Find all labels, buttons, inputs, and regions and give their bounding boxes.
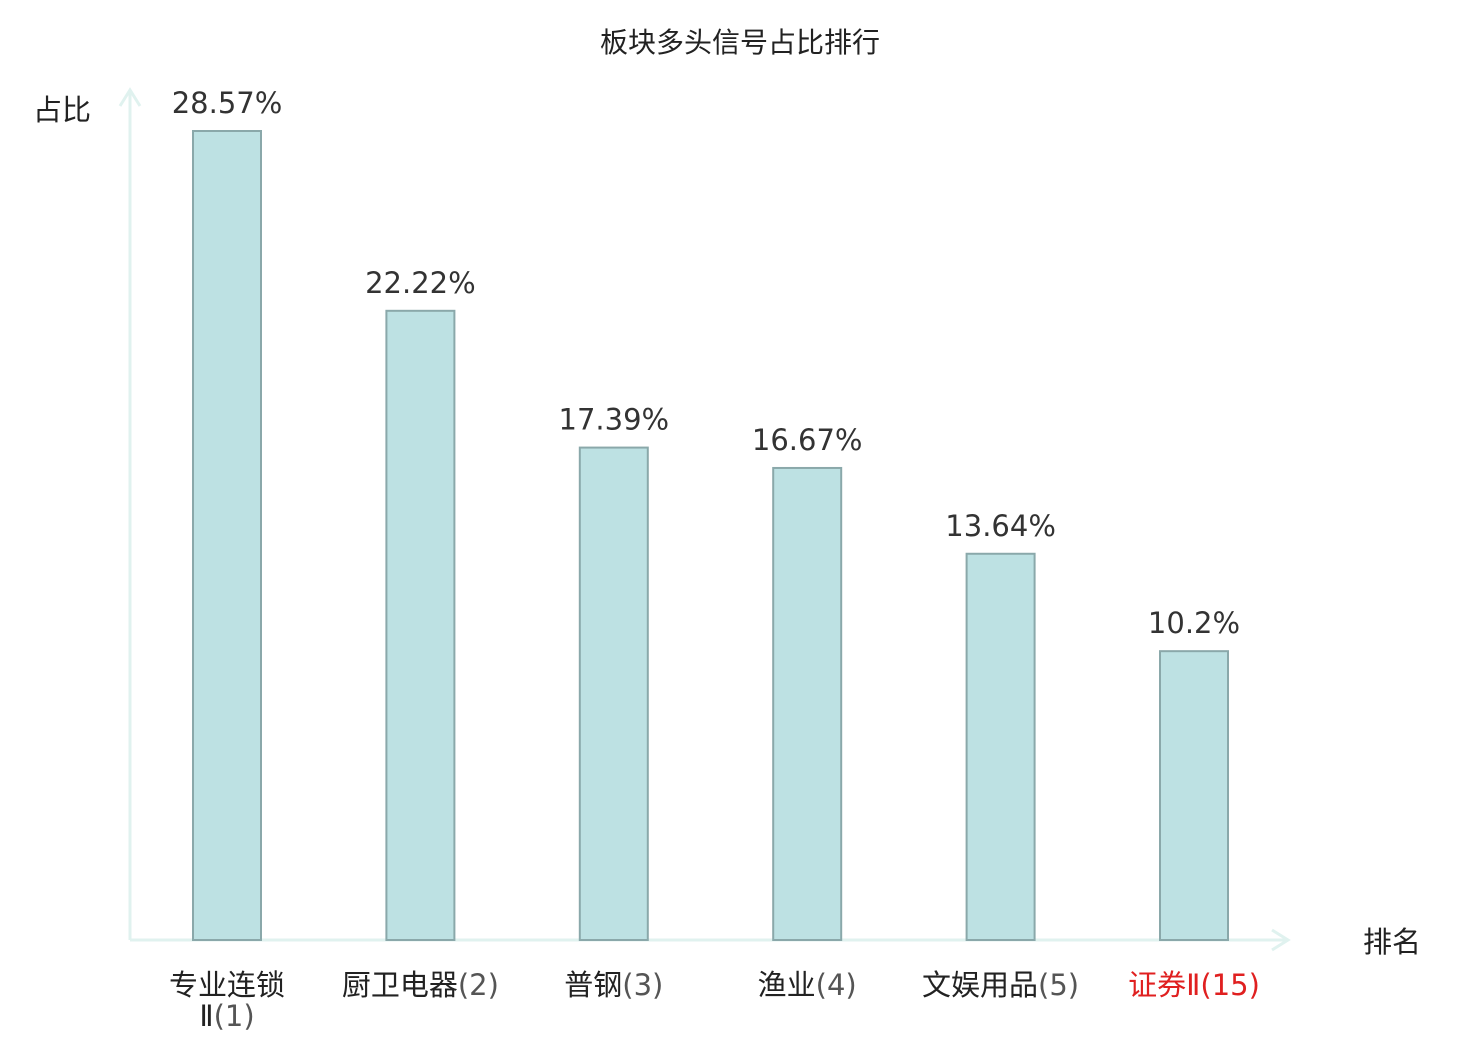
bar bbox=[772, 466, 843, 941]
chart-title: 板块多头信号占比排行 bbox=[600, 26, 880, 59]
data-label: 17.39% bbox=[559, 403, 670, 437]
bar bbox=[1159, 650, 1229, 941]
x-tick-label: 渔业(4) bbox=[758, 968, 857, 1002]
x-tick-label: 厨卫电器(2) bbox=[342, 968, 499, 1002]
x-tick-label: 文娱用品(5) bbox=[922, 968, 1079, 1002]
y-axis-label: 占比 bbox=[33, 93, 91, 127]
data-label: 13.64% bbox=[945, 509, 1056, 543]
bar bbox=[192, 130, 262, 941]
data-label: 16.67% bbox=[752, 423, 863, 457]
bar bbox=[385, 309, 456, 941]
data-label: 10.2% bbox=[1148, 606, 1240, 640]
bars-group bbox=[192, 130, 1229, 941]
x-tick-label-continued: Ⅱ(1) bbox=[199, 999, 254, 1033]
data-label: 28.57% bbox=[172, 86, 283, 120]
axes bbox=[118, 87, 1291, 952]
x-tick-label: 证券Ⅱ(15) bbox=[1128, 968, 1260, 1002]
data-label: 22.22% bbox=[365, 266, 476, 300]
value-labels-group: 28.57% 22.22% 17.39% 16.67% 13.64% 10.2% bbox=[172, 86, 1240, 640]
bar bbox=[578, 446, 649, 941]
x-axis-arrow bbox=[1271, 928, 1291, 952]
x-tick-label: 普钢(3) bbox=[564, 968, 663, 1002]
y-axis-arrow bbox=[118, 87, 142, 107]
x-axis-label: 排名 bbox=[1363, 925, 1421, 959]
x-tick-label: 专业连锁 bbox=[169, 968, 285, 1002]
bar bbox=[965, 552, 1036, 941]
